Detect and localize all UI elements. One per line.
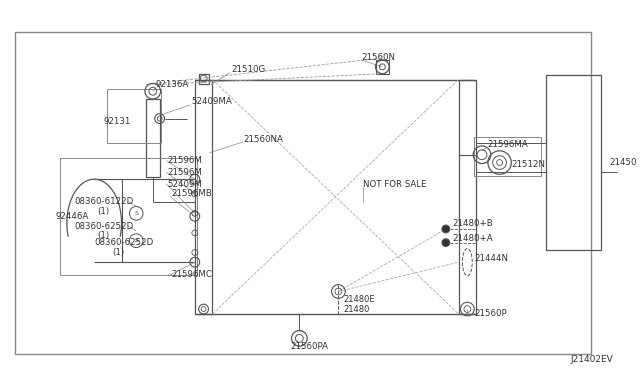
- Text: 21512N: 21512N: [511, 160, 545, 169]
- Circle shape: [442, 225, 450, 233]
- Text: 08360-6252D: 08360-6252D: [94, 238, 154, 247]
- Text: 21480: 21480: [343, 305, 370, 314]
- Bar: [458, 80, 476, 314]
- Bar: [474, 137, 541, 176]
- Text: 21596MB: 21596MB: [172, 189, 212, 198]
- Text: 92446A: 92446A: [55, 212, 88, 221]
- Text: 08360-6252D: 08360-6252D: [75, 222, 134, 231]
- Text: 21510G: 21510G: [231, 65, 265, 74]
- Text: NOT FOR SALE: NOT FOR SALE: [363, 180, 426, 189]
- Text: 52409MA: 52409MA: [192, 97, 232, 106]
- Text: 21596M: 21596M: [168, 168, 202, 177]
- Text: 52409M: 52409M: [168, 180, 202, 189]
- Text: 21596MC: 21596MC: [172, 270, 212, 279]
- Circle shape: [442, 239, 450, 247]
- Bar: [195, 80, 212, 314]
- Bar: [146, 99, 159, 177]
- Text: 92131: 92131: [104, 117, 131, 126]
- Text: 21560NA: 21560NA: [244, 135, 284, 144]
- Text: 21480+B: 21480+B: [452, 219, 493, 228]
- Bar: [547, 75, 601, 250]
- Text: 21560P: 21560P: [474, 310, 507, 318]
- Text: 21480E: 21480E: [343, 295, 375, 304]
- Text: 21450: 21450: [609, 158, 637, 167]
- Text: (1): (1): [97, 207, 109, 216]
- Bar: [60, 158, 196, 275]
- Text: (1): (1): [97, 231, 109, 240]
- Text: 21560N: 21560N: [361, 52, 395, 61]
- Bar: [15, 32, 591, 354]
- Text: J21402EV: J21402EV: [570, 355, 613, 365]
- Text: 92136A: 92136A: [156, 80, 189, 89]
- Text: (1): (1): [112, 248, 124, 257]
- Text: 21480+A: 21480+A: [452, 234, 493, 243]
- Bar: [198, 74, 209, 84]
- Text: S: S: [134, 238, 138, 243]
- Text: 21596MA: 21596MA: [488, 141, 529, 150]
- Bar: [376, 60, 389, 74]
- Text: S: S: [134, 211, 138, 216]
- Text: 21596M: 21596M: [168, 156, 202, 165]
- Text: 21444N: 21444N: [474, 254, 508, 263]
- Text: 08360-6122D: 08360-6122D: [75, 197, 134, 206]
- Bar: [107, 89, 161, 143]
- Text: 21560PA: 21560PA: [291, 342, 328, 351]
